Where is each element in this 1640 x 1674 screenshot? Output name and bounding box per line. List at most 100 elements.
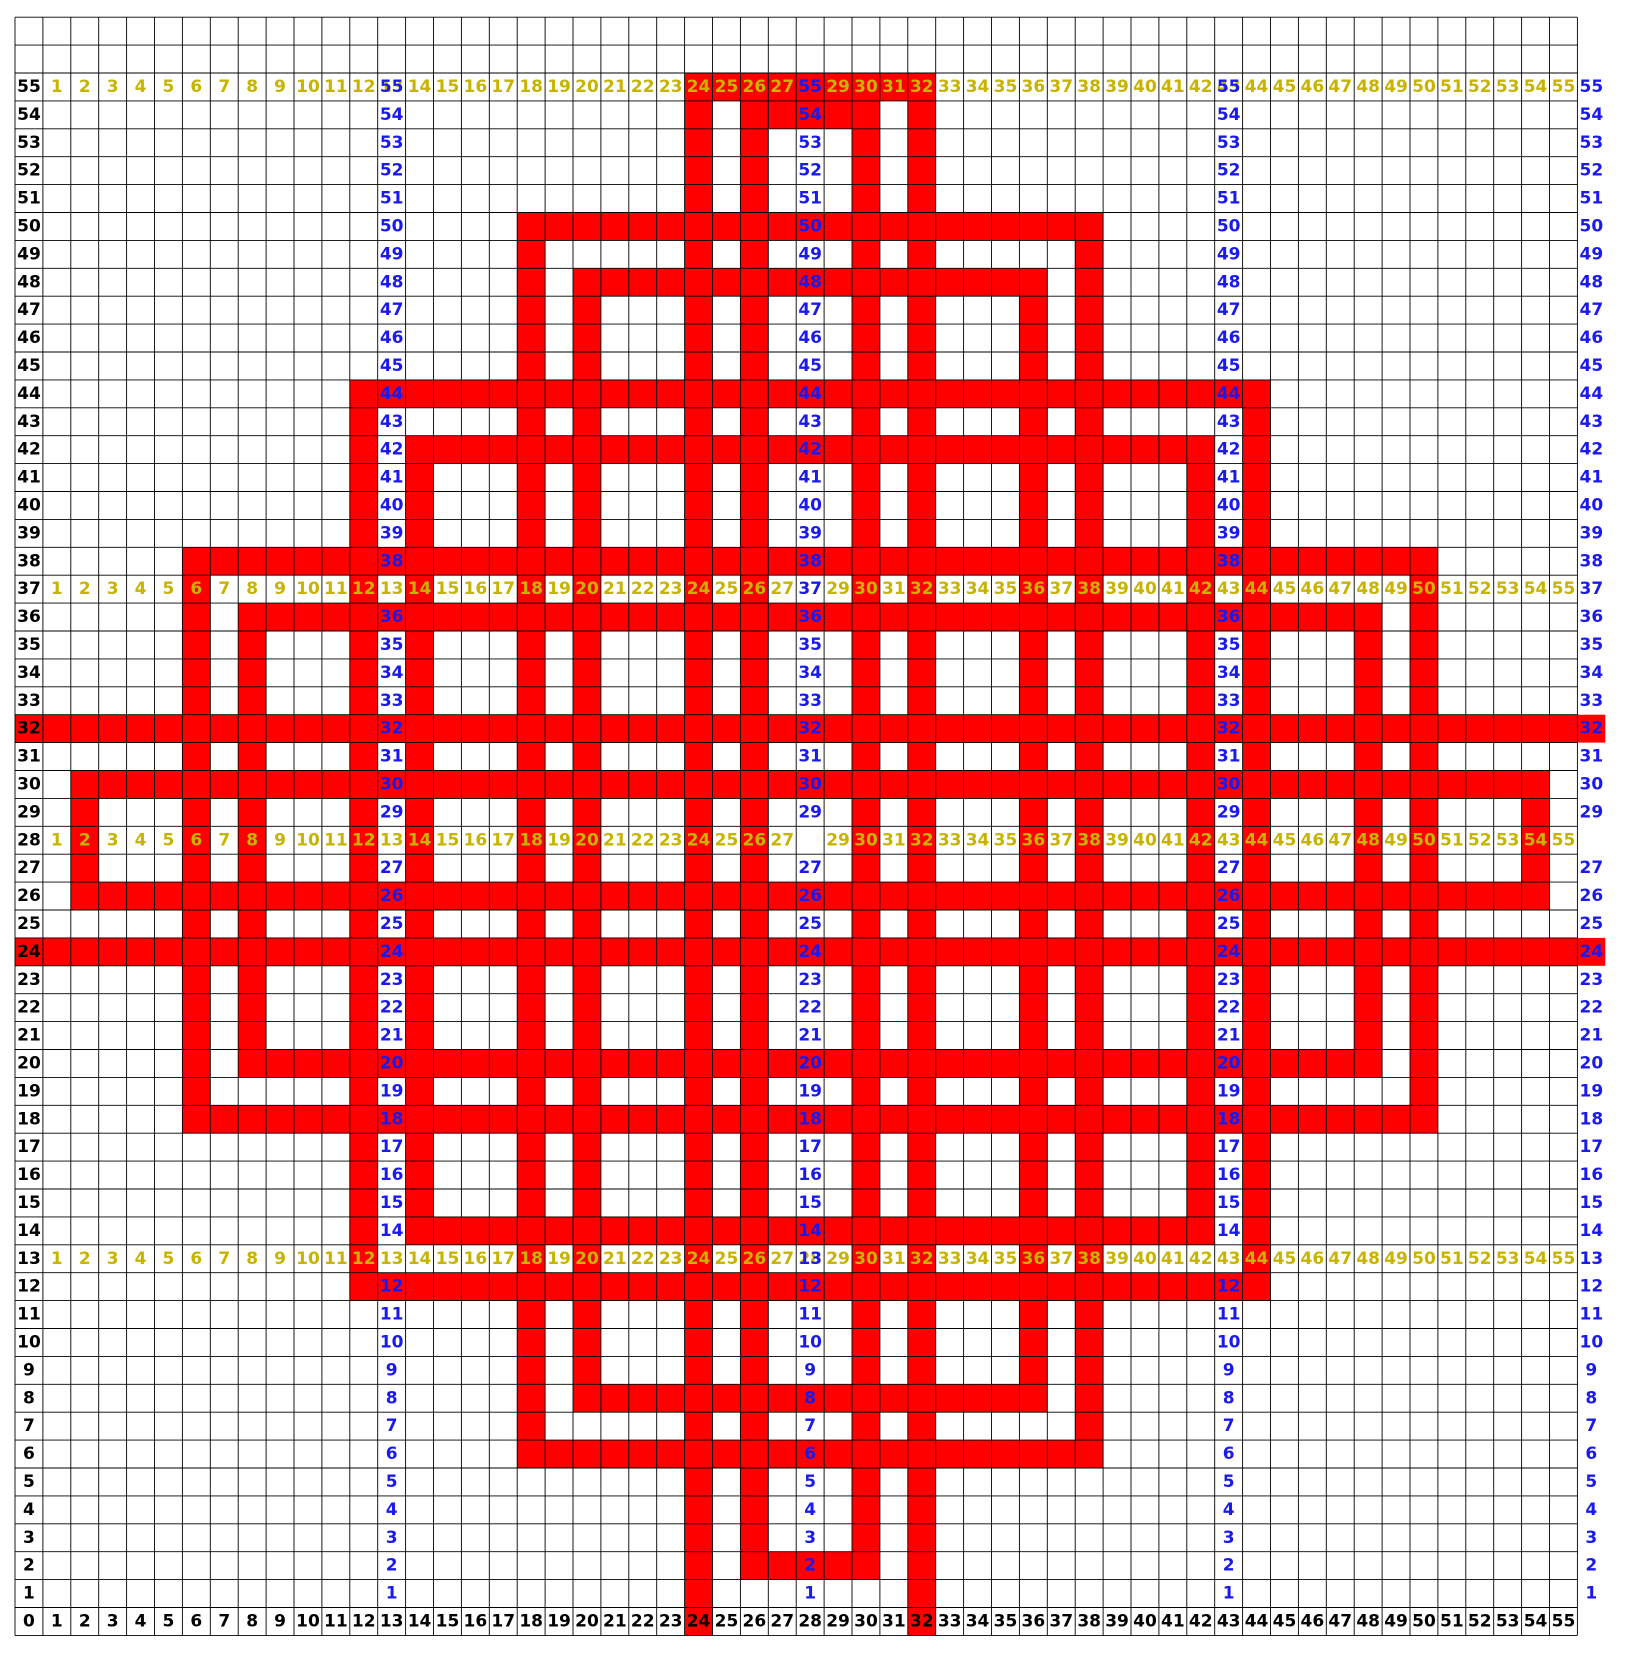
column-number-label: 8 xyxy=(246,579,258,599)
row-number-label: 21 xyxy=(798,1026,822,1046)
grid-labels: 0 1 2 3 4 5 6 7 8 9 10 11 12 13 14 15 16 17 18 19 20 21 22 23 24… xyxy=(17,77,1604,1631)
column-number-label: 48 xyxy=(1356,77,1380,97)
knot-band-v-38-24 xyxy=(1075,212,1104,1468)
row-number-label: 4 xyxy=(1585,1500,1597,1520)
column-number-label: 41 xyxy=(1161,77,1185,97)
left-axis-label: 32 xyxy=(17,719,41,739)
column-number-label: 20 xyxy=(575,1249,599,1269)
column-number-label: 55 xyxy=(1552,579,1576,599)
row-number-label: 7 xyxy=(1223,1416,1235,1436)
column-number-label: 22 xyxy=(631,1249,655,1269)
column-number-label: 46 xyxy=(1301,1249,1325,1269)
column-number-label: 30 xyxy=(854,77,878,97)
row-number-label: 16 xyxy=(380,1165,404,1185)
bottom-axis-label: 53 xyxy=(1496,1611,1520,1631)
row-number-label: 27 xyxy=(798,858,822,878)
column-number-label: 21 xyxy=(603,1249,627,1269)
left-axis-label: 2 xyxy=(23,1556,35,1576)
bottom-axis-label: 16 xyxy=(464,1611,488,1631)
column-number-label: 35 xyxy=(994,830,1018,850)
column-number-label: 14 xyxy=(408,1249,432,1269)
bottom-axis-label: 42 xyxy=(1189,1611,1213,1631)
column-number-label: 8 xyxy=(246,77,258,97)
row-number-label: 26 xyxy=(1580,886,1604,906)
knot-band-v-26-21 xyxy=(740,100,769,1580)
row-number-label: 44 xyxy=(798,384,822,404)
row-number-label: 10 xyxy=(1580,1332,1604,1352)
column-number-label: 26 xyxy=(743,579,767,599)
row-number-label: 5 xyxy=(804,1472,816,1492)
knot-band-h-8-16 xyxy=(573,1384,1048,1413)
column-number-label: 9 xyxy=(274,1249,286,1269)
row-number-label: 53 xyxy=(798,133,822,153)
left-axis-label: 44 xyxy=(17,384,41,404)
column-number-label: 8 xyxy=(246,830,258,850)
column-number-label: 23 xyxy=(659,1249,683,1269)
row-number-label: 30 xyxy=(798,774,822,794)
column-number-label: 13 xyxy=(380,579,404,599)
row-number-label: 42 xyxy=(798,440,822,460)
column-number-label: 26 xyxy=(743,77,767,97)
left-axis-label: 54 xyxy=(17,105,41,125)
origin-label: 0 xyxy=(23,1611,35,1631)
row-number-label: 22 xyxy=(1580,998,1604,1018)
column-number-label: 34 xyxy=(966,77,990,97)
column-number-label: 34 xyxy=(966,1249,990,1269)
row-number-label: 35 xyxy=(798,635,822,655)
left-axis-label: 7 xyxy=(23,1416,35,1436)
row-number-label: 51 xyxy=(1217,189,1241,209)
bottom-axis-label: 2 xyxy=(79,1611,91,1631)
column-number-label: 41 xyxy=(1161,1249,1185,1269)
column-number-label: 18 xyxy=(519,77,543,97)
column-number-label: 20 xyxy=(575,830,599,850)
row-number-label: 27 xyxy=(380,858,404,878)
knot-band-v-30-22 xyxy=(852,100,880,1580)
row-number-label: 41 xyxy=(798,468,822,488)
row-number-label: 36 xyxy=(798,607,822,627)
row-number-label: 11 xyxy=(1217,1305,1241,1325)
row-number-label: 25 xyxy=(1217,914,1241,934)
bottom-axis-label: 28 xyxy=(798,1611,822,1631)
column-number-label: 29 xyxy=(826,579,850,599)
row-number-label: 43 xyxy=(1217,412,1241,432)
row-number-label: 7 xyxy=(804,1416,816,1436)
knot-band-h-50-2 xyxy=(517,212,1104,241)
left-axis-label: 19 xyxy=(17,1081,41,1101)
column-number-label: 17 xyxy=(491,579,515,599)
knot-band-v-8-33 xyxy=(238,603,267,1078)
knot-band-v-6-31 xyxy=(182,547,211,1134)
row-number-label: 19 xyxy=(380,1081,404,1101)
row-number-label: 43 xyxy=(380,412,404,432)
column-number-label: 12 xyxy=(352,830,376,850)
bottom-axis-label: 6 xyxy=(190,1611,202,1631)
column-number-label: 27 xyxy=(770,830,794,850)
row-number-label: 19 xyxy=(1217,1081,1241,1101)
bottom-axis-label: 45 xyxy=(1273,1611,1297,1631)
left-axis-label: 48 xyxy=(17,272,41,292)
bottom-axis-label: 52 xyxy=(1468,1611,1492,1631)
row-number-label: 39 xyxy=(1217,523,1241,543)
row-number-label: 54 xyxy=(1580,105,1604,125)
left-axis-label: 37 xyxy=(17,579,41,599)
row-number-label: 38 xyxy=(1580,551,1604,571)
left-axis-label: 9 xyxy=(23,1360,35,1380)
bottom-axis-label: 36 xyxy=(1022,1611,1046,1631)
column-number-label: 7 xyxy=(218,77,230,97)
row-number-label: 6 xyxy=(386,1444,398,1464)
bottom-axis-label: 19 xyxy=(547,1611,571,1631)
bottom-axis-label: 32 xyxy=(910,1611,934,1631)
left-axis-label: 15 xyxy=(17,1193,41,1213)
column-number-label: 39 xyxy=(1105,830,1129,850)
row-number-label: 43 xyxy=(1580,412,1604,432)
row-number-label: 47 xyxy=(1580,300,1604,320)
bottom-axis-label: 21 xyxy=(603,1611,627,1631)
column-number-label: 32 xyxy=(910,1249,934,1269)
knot-band-h-44-4 xyxy=(349,379,1271,408)
row-number-label: 49 xyxy=(380,244,404,264)
column-number-label: 9 xyxy=(274,579,286,599)
row-number-label: 36 xyxy=(1580,607,1604,627)
row-number-label: 45 xyxy=(1580,356,1604,376)
bottom-axis-label: 37 xyxy=(1049,1611,1073,1631)
column-number-label: 52 xyxy=(1468,830,1492,850)
row-number-label: 36 xyxy=(380,607,404,627)
